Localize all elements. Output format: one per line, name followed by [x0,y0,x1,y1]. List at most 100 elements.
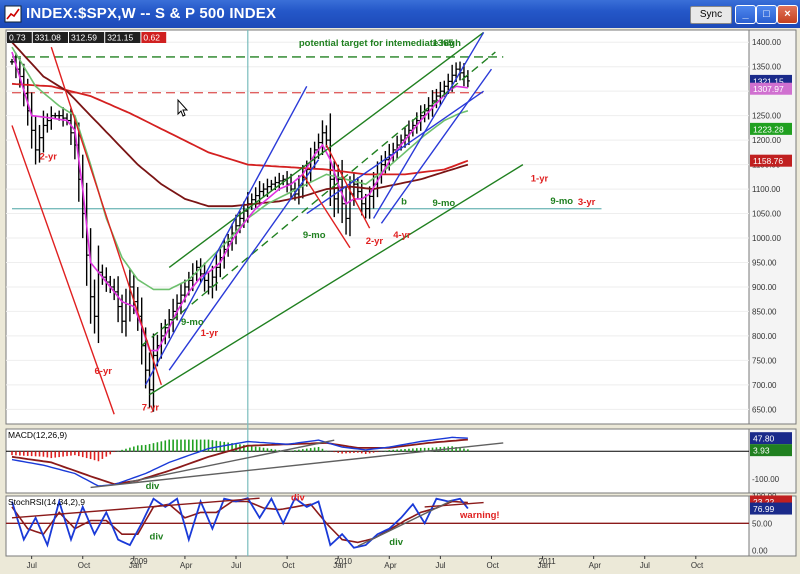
ohlc-bar [320,120,325,156]
ohlc-bar [367,186,372,219]
x-month-label: Oct [486,561,499,570]
ohlc-bar [37,124,42,163]
ohlc-readout-value: 312.59 [71,33,97,43]
price-badge: 1223.28 [750,122,792,135]
ohlc-bar [269,179,274,191]
chart-annotation: 6-yr [95,366,113,377]
main-price-axis [748,29,797,425]
chart-annotation: potential target for intemediate high [299,38,461,49]
trendline [325,144,371,229]
x-month-label: Jan [129,561,142,570]
chart-app-icon [4,5,22,23]
ohlc-bar [33,115,38,165]
ohlc-bar [281,174,286,186]
stochrsi-annotation: warning! [459,510,500,521]
price-tick-label: 650.00 [752,405,777,414]
macd-badge-bg [750,444,792,457]
trendline [50,46,163,386]
price-tick-label: 700.00 [752,381,777,390]
ohlc-readout-cell [105,32,141,43]
price-badge-bg [750,154,792,167]
x-month-label: Jul [27,561,37,570]
x-month-label: Apr [180,561,193,570]
trendline [149,164,524,396]
stochrsi-pane [5,495,750,557]
ohlc-bar [202,262,207,292]
ohlc-bar [53,112,58,119]
chart-annotation: 9-mo [550,196,573,207]
price-tick-label: 800.00 [752,332,777,341]
trendline [168,31,485,268]
chart-annotation: 9-mo [303,230,326,241]
stochrsi-badge: 76.99 [750,502,792,515]
moving-average-green [11,46,469,291]
chart-annotation: 9-mo [433,198,456,209]
x-month-label: Oct [282,561,295,570]
trendline [168,159,320,371]
stochrsi-badge-bg [750,502,792,515]
macd-signal-line [11,438,468,486]
stochrsi-label: StochRSI(14,34,2),9 [8,497,85,507]
price-tick-label: 950.00 [752,258,777,267]
ohlc-bar [257,181,262,207]
close-button[interactable]: × [777,5,798,24]
ohlc-bar [206,272,211,295]
trendline [145,85,308,386]
stochrsi-badge-text: 76.99 [753,504,775,514]
price-tick-label: 1000.00 [752,234,781,243]
macd-trendline [129,439,335,483]
price-badge: 1158.76 [750,154,792,167]
x-year-label: 2011 [539,557,557,566]
ohlc-readout-value: 331.08 [35,33,61,43]
x-month-label: Jan [333,561,346,570]
macd-badge: 3.93 [750,444,792,457]
moving-average-red [11,82,469,176]
ohlc-bar [261,183,266,198]
maximize-button[interactable]: □ [756,5,777,24]
chart-annotation: 2-yr [366,236,384,247]
stochrsi-trendline [357,499,453,547]
ohlc-bar [336,164,341,214]
chart-annotation: 1-yr [201,328,219,339]
ohlc-bar [324,125,329,148]
stochrsi-trendline [11,497,260,519]
price-tick-label: 850.00 [752,307,777,316]
price-badge-bg [750,122,792,135]
stochrsi-tick-label: 0.00 [752,547,768,556]
macd-trendline [90,442,504,489]
ohlc-readout-cell [141,32,167,43]
price-badge-text: 1223.28 [753,124,784,134]
stochrsi-annotation: div [150,532,164,543]
moving-average-pink [11,51,469,352]
ohlc-bar [61,107,66,127]
chart-annotation: 2-yr [40,152,58,163]
ohlc-readout-cell [7,32,32,43]
x-month-label: Jan [538,561,551,570]
stochrsi-signal-line [11,500,468,544]
chart-annotation: 1365 [433,38,455,49]
sync-button[interactable]: Sync [690,6,732,24]
chart-annotation: 9-mo [181,317,204,328]
trendline [380,68,493,224]
stochrsi-annotation: div [291,492,305,503]
minimize-button[interactable]: _ [735,5,756,24]
x-year-label: 2009 [130,557,148,566]
stochrsi-trendline [424,501,484,508]
price-tick-label: 1400.00 [752,38,781,47]
chart-annotation: 4-yr [393,230,411,241]
ohlc-bar [92,279,97,334]
macd-badge: 47.80 [750,432,792,445]
ohlc-bar [10,58,14,65]
price-badge-text: 1321.15 [753,76,784,86]
ohlc-bar [151,333,156,412]
ohlc-bar [363,193,368,219]
x-month-label: Oct [691,561,704,570]
price-chart[interactable]: 650.00 700.00 750.00 800.00 850.00 900.00 950.… [4,28,798,572]
price-tick-label: 1350.00 [752,63,781,72]
title-bar[interactable]: INDEX:$SPX,W -- S & P 500 INDEX Sync _ □… [0,0,800,28]
ohlc-bar [116,276,121,323]
trendline [141,51,496,347]
main-pane [5,29,750,425]
ohlc-readout-value: 321.15 [107,33,133,43]
chart-annotation: 1-yr [531,174,549,185]
